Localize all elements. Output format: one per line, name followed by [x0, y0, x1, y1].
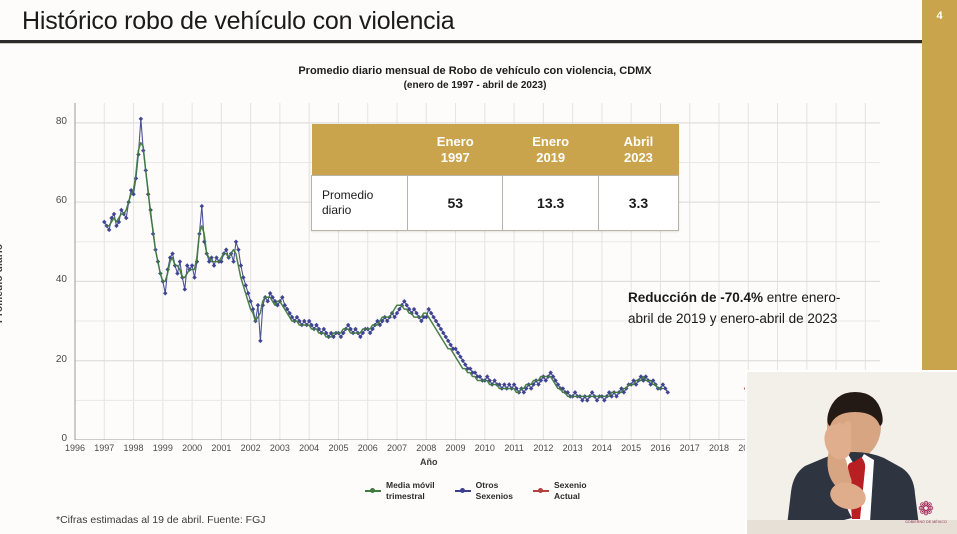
table-cell-0: 53	[406, 175, 504, 232]
x-tick-2000: 2000	[182, 443, 203, 453]
legend-swatch-icon	[532, 488, 549, 494]
chart-title: Promedio diario mensual de Robo de vehíc…	[75, 64, 875, 92]
x-tick-2015: 2015	[621, 443, 642, 453]
legend-item-2[interactable]: Sexenio Actual	[532, 480, 587, 502]
logo-text: GOBIERNO DE MÉXICO	[905, 519, 947, 524]
x-tick-2016: 2016	[650, 443, 671, 453]
x-tick-2013: 2013	[562, 443, 583, 453]
interpreter-figure	[786, 392, 920, 534]
header-year-0: 1997	[440, 149, 470, 165]
table-header-blank	[311, 124, 408, 176]
footnote: *Cifras estimadas al 19 de abril. Fuente…	[56, 514, 266, 526]
x-tick-2012: 2012	[533, 443, 554, 453]
x-tick-2005: 2005	[328, 443, 349, 453]
x-axis-title: Año	[420, 457, 438, 467]
header-year-1: 2019	[536, 149, 566, 165]
reduction-annotation: Reducción de -70.4% entre enero-abril de…	[628, 288, 846, 330]
x-tick-1997: 1997	[94, 443, 115, 453]
sign-language-video-overlay[interactable]: ❁ GOBIERNO DE MÉXICO	[745, 370, 957, 534]
header-divider	[0, 40, 922, 43]
x-tick-2004: 2004	[299, 443, 320, 453]
page-title: Histórico robo de vehículo con violencia	[22, 7, 455, 35]
x-tick-2007: 2007	[386, 443, 408, 453]
reduction-annotation-bold: Reducción de -70.4%	[628, 290, 764, 305]
legend-label: Sexenio Actual	[553, 480, 587, 502]
y-tick-80: 80	[55, 115, 67, 127]
table-cell-2: 3.3	[597, 175, 680, 232]
table-cell-1: 13.3	[502, 175, 599, 232]
chart-title-line1: Promedio diario mensual de Robo de vehíc…	[298, 65, 652, 77]
logo-mark-icon: ❁	[918, 498, 934, 520]
chart-legend: Media móvil trimestral Otros Sexenios Sexe…	[365, 480, 587, 502]
x-tick-2017: 2017	[679, 443, 700, 453]
table-row: Promedio diario 53 13.3 3.3	[311, 175, 680, 232]
legend-item-1[interactable]: Otros Sexenios	[454, 480, 513, 502]
table-row-label: Promedio diario	[311, 175, 408, 232]
x-tick-2001: 2001	[211, 443, 232, 453]
y-tick-40: 40	[55, 274, 67, 286]
legend-item-0[interactable]: Media móvil trimestral	[365, 480, 435, 502]
header-month-0: Enero	[436, 134, 474, 149]
header-month-1: Enero	[532, 134, 570, 149]
legend-swatch-icon	[454, 488, 471, 494]
x-tick-1999: 1999	[152, 443, 173, 453]
header-month-2: Abril	[623, 134, 654, 149]
reduction-annotation-rest: entre enero-abril de 2019 y enero-abril …	[628, 290, 841, 326]
table-header-col-1: Enero 2019	[502, 124, 599, 176]
slide-header: Histórico robo de vehículo con violencia	[0, 0, 922, 40]
table-header-row: Enero 1997 Enero 2019 Abril 2023	[311, 124, 679, 176]
header-divider-light	[0, 43, 922, 44]
legend-swatch-icon	[365, 488, 381, 494]
summary-table: Enero 1997 Enero 2019 Abril 2023 Promedi…	[311, 124, 680, 232]
x-tick-2011: 2011	[504, 443, 524, 453]
x-tick-1998: 1998	[123, 443, 144, 453]
x-tick-2003: 2003	[269, 443, 290, 453]
x-tick-2018: 2018	[708, 443, 730, 453]
table-header-col-0: Enero 1997	[407, 124, 503, 176]
y-tick-0: 0	[61, 433, 67, 444]
x-tick-2014: 2014	[591, 443, 612, 453]
gobierno-logo: ❁ GOBIERNO DE MÉXICO	[903, 500, 949, 524]
y-tick-20: 20	[55, 353, 67, 365]
legend-label: Otros Sexenios	[475, 480, 513, 502]
chart-title-line2: (enero de 1997 - abril de 2023)	[403, 79, 547, 91]
header-year-2: 2023	[623, 149, 653, 165]
x-tick-1996: 1996	[64, 443, 86, 453]
table-header-col-2: Abril 2023	[598, 124, 679, 176]
x-tick-2008: 2008	[416, 443, 437, 453]
x-tick-2010: 2010	[474, 443, 495, 453]
video-desk	[747, 520, 957, 534]
page-number: 4	[936, 10, 943, 22]
y-tick-60: 60	[55, 195, 67, 207]
x-tick-2009: 2009	[445, 443, 466, 453]
x-tick-2002: 2002	[240, 443, 261, 453]
legend-label: Media móvil trimestral	[386, 480, 435, 502]
x-tick-2006: 2006	[357, 443, 378, 453]
